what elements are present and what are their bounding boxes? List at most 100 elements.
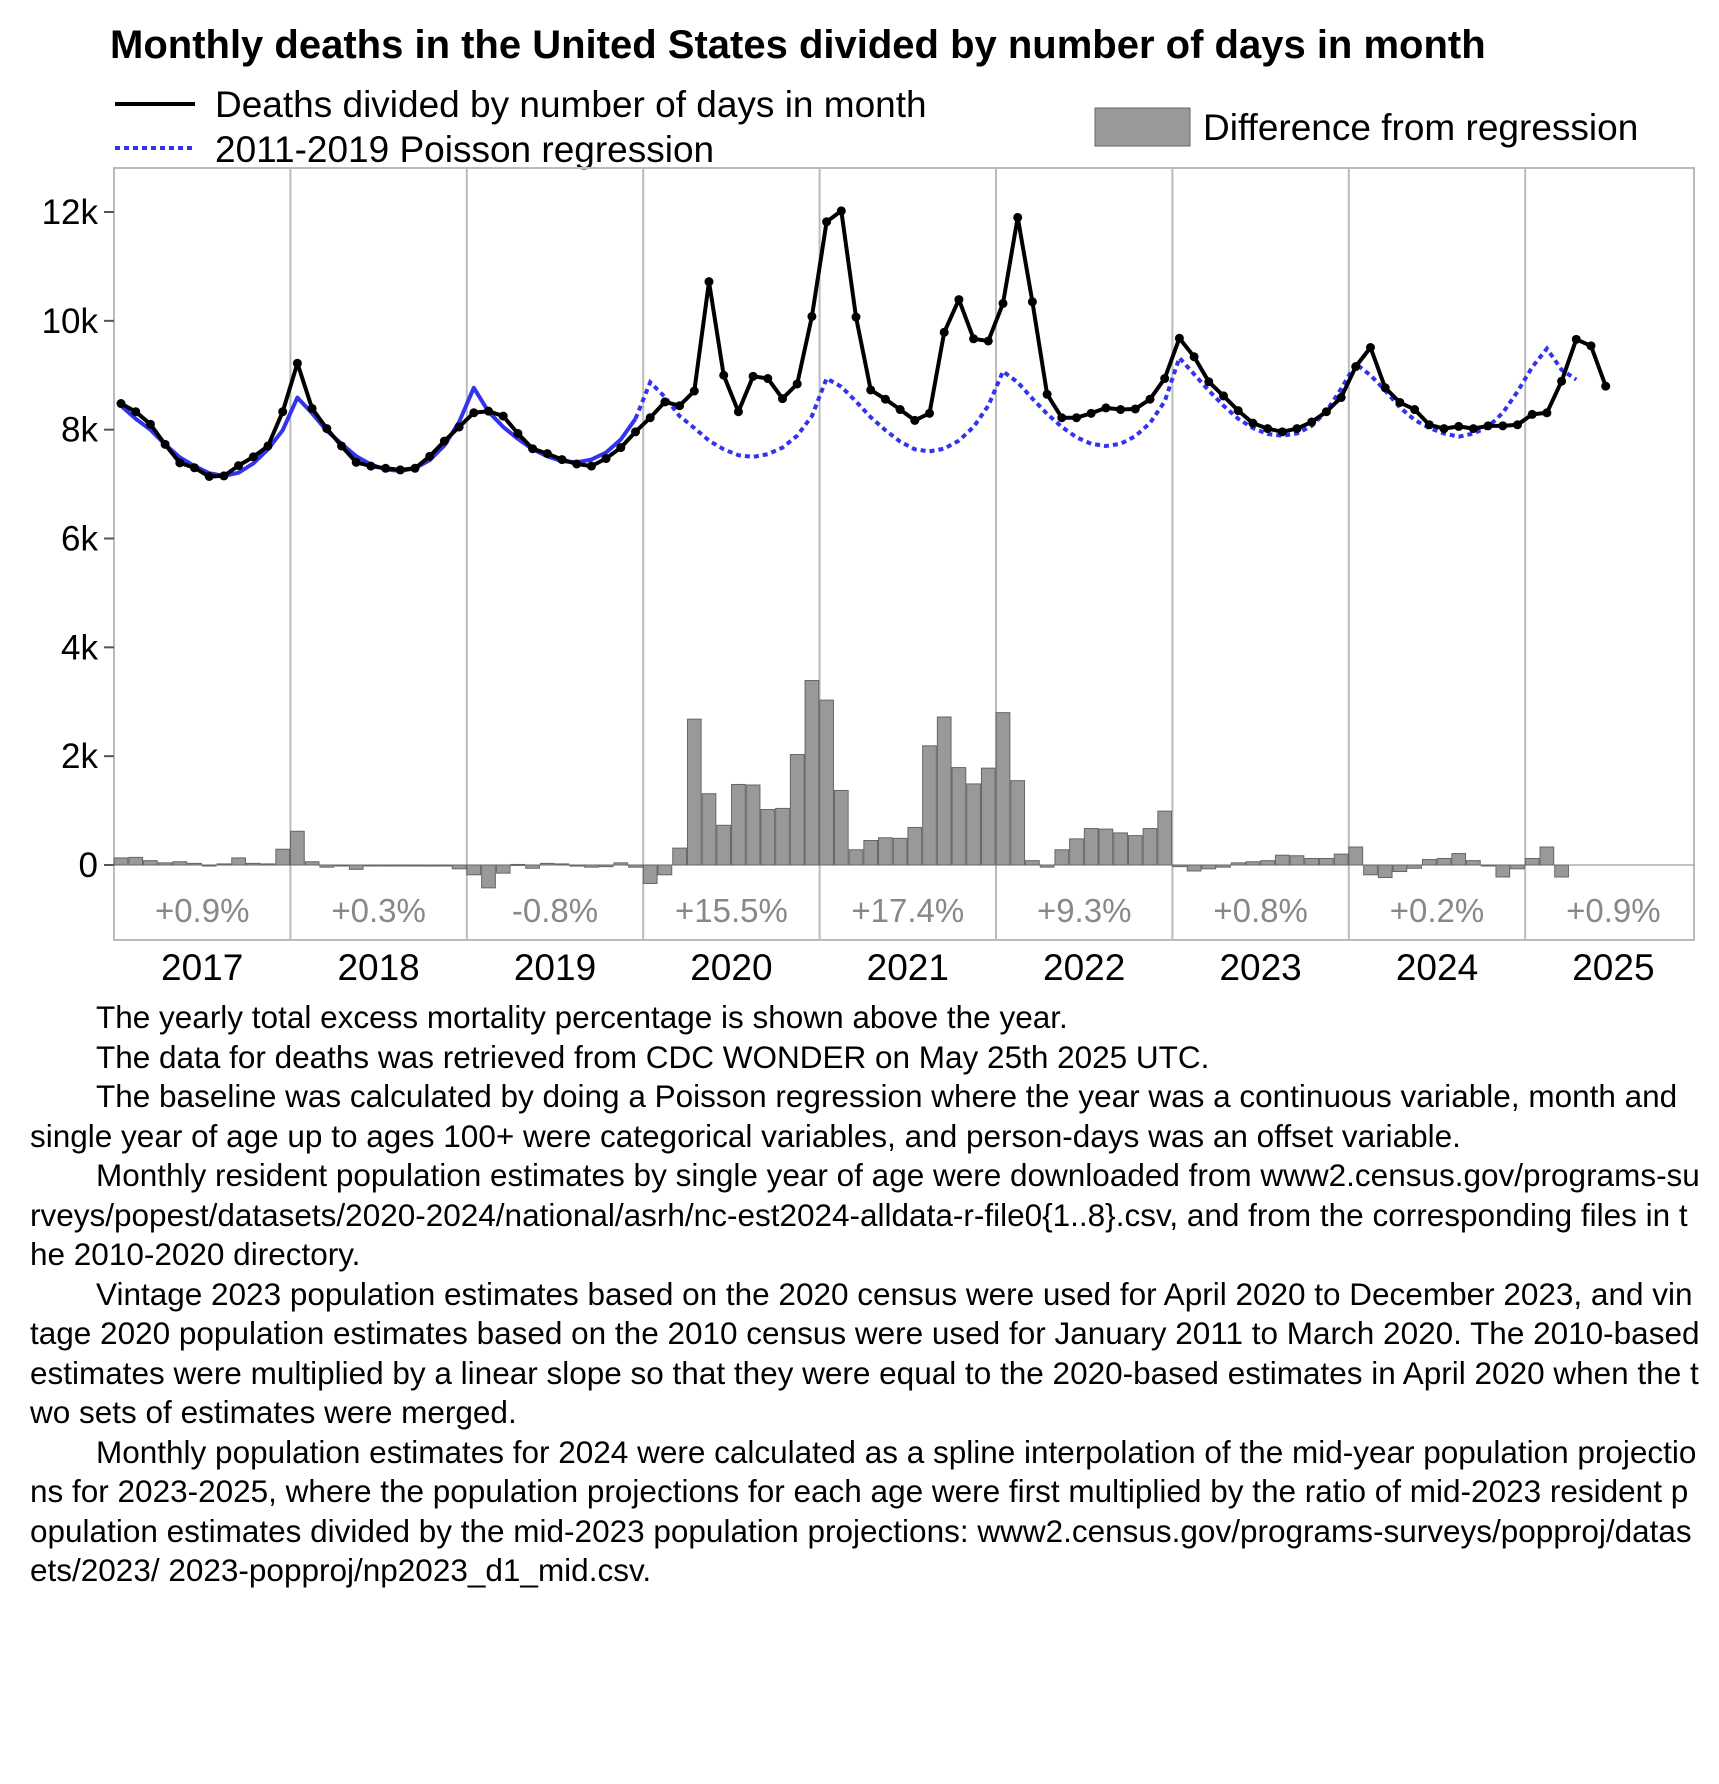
deaths-point — [1468, 424, 1478, 434]
difference-bar — [201, 864, 217, 867]
x-year-label: 2022 — [1043, 947, 1125, 988]
difference-bar — [481, 864, 496, 889]
x-year-label: 2025 — [1572, 947, 1654, 988]
deaths-point — [542, 449, 552, 459]
difference-bar — [980, 767, 996, 866]
deaths-point — [1454, 421, 1464, 431]
deaths-point — [1130, 404, 1140, 414]
difference-bar — [1377, 864, 1393, 879]
difference-bar — [657, 864, 673, 876]
difference-bar — [216, 863, 232, 866]
difference-bar — [1436, 857, 1452, 866]
deaths-point — [1542, 408, 1552, 418]
difference-bar — [1392, 864, 1408, 873]
yearly-excess-label: +15.5% — [675, 892, 788, 929]
deaths-point — [1189, 352, 1199, 362]
yearly-excess-label: +0.3% — [331, 892, 426, 929]
deaths-point — [1219, 391, 1228, 401]
deaths-point — [131, 407, 141, 417]
difference-bar — [1054, 849, 1070, 866]
difference-bar — [760, 808, 776, 866]
y-tick-label: 8k — [61, 411, 98, 450]
difference-bar — [789, 754, 805, 866]
difference-bar — [187, 862, 202, 866]
deaths-point — [1057, 413, 1067, 423]
deaths-point — [1145, 394, 1155, 404]
deaths-point — [1263, 424, 1273, 434]
deaths-point — [1410, 405, 1420, 415]
deaths-point — [1086, 408, 1096, 418]
difference-bar — [290, 830, 305, 866]
difference-bar — [1216, 864, 1231, 868]
yearly-excess-label: +0.8% — [1213, 892, 1308, 929]
x-year-label: 2017 — [161, 947, 243, 988]
chart-title: Monthly deaths in the United States divi… — [110, 23, 1486, 67]
difference-bar — [348, 864, 364, 870]
deaths-point — [1601, 381, 1611, 391]
difference-bar — [1201, 864, 1217, 870]
deaths-point — [675, 401, 685, 411]
deaths-point — [1027, 297, 1037, 307]
difference-bar — [1451, 853, 1467, 866]
deaths-point — [910, 415, 920, 425]
deaths-point — [998, 298, 1008, 308]
deaths-point — [645, 413, 655, 423]
difference-bar — [1083, 828, 1099, 866]
deaths-point — [689, 386, 699, 396]
deaths-point — [337, 441, 346, 451]
difference-bar — [1113, 832, 1128, 866]
deaths-point — [263, 441, 273, 451]
difference-bar — [275, 848, 291, 866]
deaths-point — [1042, 389, 1052, 399]
deaths-point — [1439, 424, 1449, 434]
plot-frame — [113, 167, 1695, 941]
deaths-point — [1336, 393, 1346, 403]
y-tick-label: 4k — [61, 628, 98, 667]
difference-bar — [598, 864, 614, 868]
difference-bar — [775, 807, 790, 866]
difference-bar — [672, 847, 687, 866]
note-paragraph: Monthly population estimates for 2024 we… — [30, 1433, 1697, 1589]
difference-bar — [128, 856, 144, 866]
deaths-point — [469, 408, 479, 418]
difference-bar — [1127, 835, 1143, 866]
deaths-point — [807, 311, 817, 321]
difference-bar — [143, 860, 158, 866]
difference-bar — [1539, 846, 1555, 866]
difference-bar — [1466, 860, 1481, 866]
legend: Deaths divided by number of days in mont… — [115, 84, 1638, 170]
difference-bar — [1333, 853, 1349, 866]
deaths-point — [1013, 212, 1023, 222]
deaths-point — [1233, 406, 1243, 416]
deaths-point — [351, 457, 361, 467]
deaths-point — [1160, 374, 1170, 384]
note-paragraph: Monthly resident population estimates by… — [30, 1157, 1700, 1272]
difference-bar — [1172, 864, 1187, 868]
difference-bar — [686, 718, 702, 866]
difference-bar — [1245, 861, 1261, 866]
deaths-point — [204, 471, 214, 481]
difference-bar — [113, 857, 129, 866]
difference-bar — [1304, 857, 1320, 866]
difference-bar — [995, 712, 1011, 866]
deaths-point — [410, 463, 420, 473]
x-year-label: 2019 — [514, 947, 596, 988]
difference-bar — [378, 864, 393, 867]
difference-bar — [539, 862, 555, 866]
difference-bar — [878, 837, 893, 866]
deaths-point — [145, 419, 155, 429]
deaths-point — [572, 459, 582, 469]
difference-bar — [451, 864, 467, 870]
deaths-point — [1101, 403, 1111, 413]
plot-area: 0 2k 4k 6k 8k 10k 12k 2017 +0.9% 2018 +0.3% 2019 -0.… — [42, 167, 1695, 988]
difference-bar — [1554, 864, 1569, 878]
x-year-label: 2021 — [867, 947, 949, 988]
note-paragraph: The data for deaths was retrieved from C… — [96, 1038, 1210, 1075]
deaths-point — [748, 371, 758, 381]
difference-bar — [260, 863, 276, 866]
deaths-point — [866, 385, 876, 395]
y-tick-label: 12k — [42, 193, 99, 232]
deaths-point — [1248, 418, 1258, 428]
deaths-point — [1072, 413, 1081, 423]
